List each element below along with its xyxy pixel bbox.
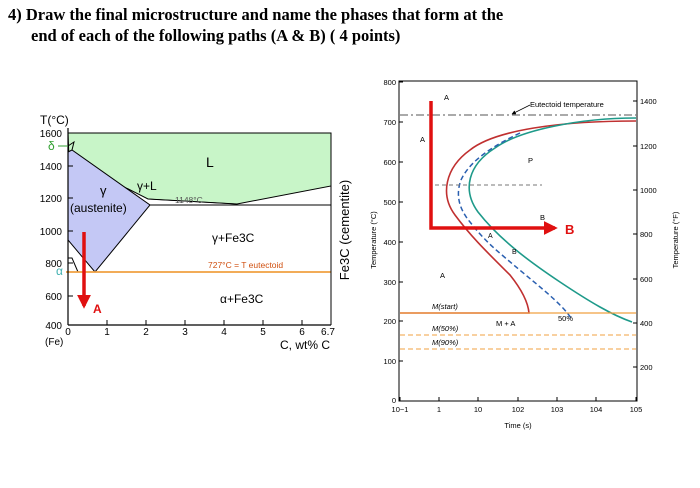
alpha-fe3c-label: α+Fe3C (220, 292, 264, 306)
ttt-right-tick-800: 800 (640, 230, 653, 239)
ttt-x-tick-10: 10 (474, 405, 482, 414)
ttt-right-tick-200: 200 (640, 363, 653, 372)
ttt-right-ticks: 1400 1200 1000 800 600 400 200 (633, 97, 657, 372)
ttt-label-p: P (528, 156, 533, 165)
pd-x-tick-0: 0 (65, 327, 71, 338)
gamma-liquid-label: γ+L (137, 179, 157, 193)
path-b-arrow (429, 101, 558, 235)
ttt-left-tick-600: 600 (383, 158, 396, 167)
ttt-label-m-start: M(start) (432, 302, 458, 311)
question-line-1: 4) Draw the final microstructure and nam… (8, 5, 504, 24)
alpha-boundary (68, 257, 79, 273)
question-text: 4) Draw the final microstructure and nam… (8, 4, 692, 46)
pd-right-axis-label: Fe3C (cementite) (337, 180, 352, 280)
ttt-left-tick-100: 100 (383, 357, 396, 366)
ttt-left-axis-label: Temperature (°C) (369, 211, 378, 269)
pd-x-origin-label: (Fe) (45, 337, 63, 348)
ttt-label-m-50: M(50%) (432, 324, 459, 333)
delta-boundary (67, 140, 75, 151)
ttt-bainite-dash-lower (501, 254, 573, 321)
eutectic-temp-label: 1148°C (175, 195, 203, 205)
pd-x-tick-6: 6 (299, 327, 305, 338)
liquidus-right (147, 198, 238, 205)
ttt-right-tick-1000: 1000 (640, 186, 657, 195)
ttt-label-a-top: A (444, 93, 449, 102)
ttt-label-a-mid: A (488, 233, 493, 240)
pd-x-tick-1: 1 (104, 327, 110, 338)
pd-y-tick-600: 600 (45, 292, 62, 303)
ttt-x-tick-1000: 103 (551, 405, 564, 414)
ttt-eutectoid-label: Eutectoid temperature (530, 100, 604, 109)
ttt-x-tick-100: 102 (512, 405, 525, 414)
ttt-left-ticks: 800 700 600 500 400 300 200 100 0 (383, 78, 403, 405)
pd-y-tick-400: 400 (45, 321, 62, 332)
pd-x-tick-3: 3 (182, 327, 188, 338)
ttt-x-ticks: 10−1 1 10 102 103 104 105 (392, 397, 643, 414)
ttt-end-curve (468, 117, 637, 323)
ttt-x-axis-label: Time (s) (504, 421, 532, 430)
ttt-left-tick-300: 300 (383, 278, 396, 287)
ttt-x-tick-0.1: 10−1 (392, 405, 409, 414)
ttt-left-tick-700: 700 (383, 118, 396, 127)
ttt-left-tick-800: 800 (383, 78, 396, 87)
ttt-left-tick-0: 0 (392, 396, 396, 405)
ttt-diagram: 800 700 600 500 400 300 200 100 0 1400 1… (369, 78, 680, 430)
pd-x-tick-5: 5 (260, 327, 266, 338)
pd-y-tick-1400: 1400 (40, 162, 63, 173)
gamma-fe3c-label: γ+Fe3C (212, 231, 255, 245)
ttt-right-tick-400: 400 (640, 319, 653, 328)
path-b-label: B (565, 222, 574, 237)
ttt-x-tick-10000: 104 (590, 405, 603, 414)
ttt-label-m-a: M + A (496, 319, 515, 328)
pd-y-tick-800: 800 (45, 259, 62, 270)
pd-y-ticks: 1600 1400 1200 1000 800 600 400 (40, 129, 73, 332)
ttt-bainite-dash-upper (457, 132, 521, 256)
delta-label: δ (48, 139, 55, 153)
eutectoid-temp-label: 727°C = T eutectoid (208, 260, 283, 270)
ttt-label-b: B (540, 213, 545, 222)
ttt-eutectoid-pointer (511, 104, 531, 115)
pd-y-axis-title: T(°C) (40, 113, 69, 127)
ttt-label-b-mid: B (512, 249, 517, 256)
ttt-right-axis-label: Temperature (°F) (671, 211, 680, 268)
ttt-right-tick-1400: 1400 (640, 97, 657, 106)
austenite-label: (austenite) (70, 201, 127, 215)
ttt-right-tick-1200: 1200 (640, 142, 657, 151)
ttt-right-tick-600: 600 (640, 275, 653, 284)
ttt-label-50pct: 50% (558, 314, 573, 323)
ttt-x-tick-100000: 105 (630, 405, 643, 414)
question-line-2: end of each of the following paths (A & … (31, 26, 401, 45)
ttt-label-a-bottom: A (440, 271, 445, 280)
pd-x-tick-2: 2 (143, 327, 149, 338)
alpha-label: α (56, 264, 63, 278)
pd-x-tick-6-7: 6.7 (321, 327, 335, 338)
liquid-label: L (206, 154, 214, 170)
ttt-label-a-left: A (420, 135, 425, 144)
phase-diagram: 1600 1400 1200 1000 800 600 400 0 1 2 3 … (40, 113, 352, 352)
pd-y-tick-1200: 1200 (40, 194, 63, 205)
gamma-symbol-label: γ (100, 183, 107, 198)
ttt-left-tick-200: 200 (383, 317, 396, 326)
ttt-start-curve (400, 120, 637, 314)
path-a-label: A (93, 302, 102, 316)
ttt-left-tick-500: 500 (383, 198, 396, 207)
pd-x-ticks: 0 1 2 3 4 5 6 6.7 (65, 320, 335, 338)
pd-x-axis-title: C, wt% C (280, 338, 330, 352)
pd-y-tick-1600: 1600 (40, 129, 63, 140)
pd-x-tick-4: 4 (221, 327, 227, 338)
pd-y-tick-1000: 1000 (40, 227, 63, 238)
ttt-frame (398, 80, 638, 402)
ttt-x-tick-1: 1 (437, 405, 441, 414)
ttt-label-m-90: M(90%) (432, 338, 459, 347)
ttt-left-tick-400: 400 (383, 238, 396, 247)
